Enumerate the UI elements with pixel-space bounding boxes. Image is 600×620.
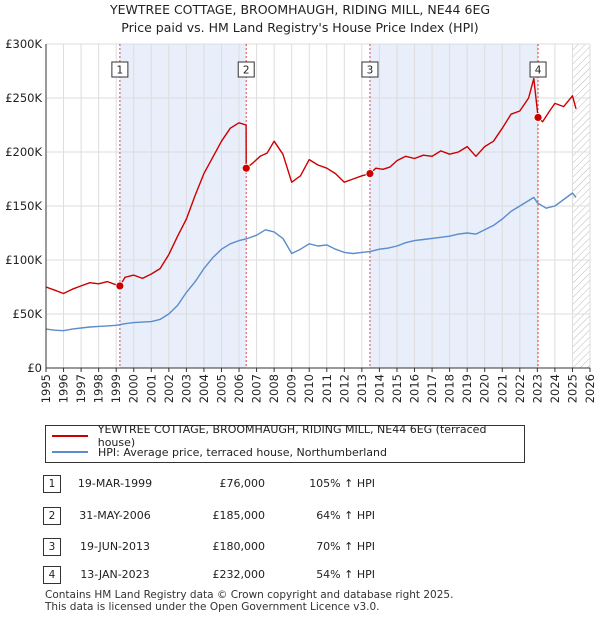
x-tick-label: 1995	[39, 374, 53, 403]
sale-label-text: 3	[367, 65, 374, 77]
sale-label-box	[237, 61, 255, 78]
legend-swatch-property	[52, 435, 88, 437]
x-tick-label: 2011	[320, 374, 334, 403]
transaction-date: 31-MAY-2006	[79, 509, 151, 522]
x-tick-label: 1997	[74, 374, 88, 403]
transaction-date: 19-JUN-2013	[79, 540, 151, 553]
sale-point	[241, 163, 251, 173]
legend-item-property: YEWTREE COTTAGE, BROOMHAUGH, RIDING MILL…	[52, 423, 524, 449]
transaction-date: 13-JAN-2023	[80, 568, 150, 581]
x-tick-label: 2024	[548, 374, 562, 403]
y-tick-label: £0	[27, 361, 42, 375]
transaction-hpi: 54% ↑ HPI	[316, 568, 375, 581]
footer-copyright: Contains HM Land Registry data © Crown c…	[45, 589, 454, 601]
x-tick-label: 2013	[355, 374, 369, 403]
transaction-number: 1	[43, 475, 61, 493]
transaction-date: 19-MAR-1999	[77, 477, 153, 490]
sale-point	[533, 113, 543, 122]
transaction-number: 3	[43, 538, 61, 556]
y-tick-label: £250K	[5, 91, 42, 105]
y-tick-label: £100K	[5, 253, 42, 267]
x-tick-label: 1998	[92, 374, 106, 403]
sale-label-box	[529, 61, 547, 78]
sale-point	[115, 281, 125, 291]
transaction-price: £180,000	[212, 540, 266, 553]
transaction-hpi: 105% ↑ HPI	[309, 477, 375, 490]
y-tick-label: £150K	[5, 199, 42, 213]
table-row: 1 19-MAR-1999 £76,000 105% ↑ HPI	[0, 475, 600, 495]
y-tick-label: £50K	[13, 307, 43, 321]
x-tick-label: 2026	[583, 374, 597, 403]
transaction-number: 4	[43, 566, 61, 584]
x-tick-label: 2004	[197, 374, 211, 403]
sale-point	[365, 169, 375, 179]
x-tick-label: 2010	[302, 374, 316, 403]
legend-swatch-hpi	[52, 451, 88, 453]
y-tick-label: £200K	[5, 145, 42, 159]
footer-licence: This data is licensed under the Open Gov…	[45, 601, 380, 613]
legend: YEWTREE COTTAGE, BROOMHAUGH, RIDING MILL…	[45, 423, 525, 463]
x-tick-label: 1999	[109, 374, 123, 403]
x-tick-label: 2002	[162, 374, 176, 403]
transaction-price: £232,000	[212, 568, 266, 581]
x-tick-label: 2023	[530, 374, 544, 403]
sale-label-text: 4	[535, 65, 542, 77]
x-tick-label: 2009	[285, 374, 299, 403]
price-chart: 1 2 3 4 £0 £50K £100K £150K £200K £250K £300K 1995…	[5, 37, 597, 403]
x-tick-label: 2007	[250, 374, 264, 403]
x-tick-label: 2021	[495, 374, 509, 403]
y-tick-label: £300K	[5, 37, 42, 51]
legend-label-property: YEWTREE COTTAGE, BROOMHAUGH, RIDING MILL…	[97, 423, 487, 449]
table-row: 4 13-JAN-2023 £232,000 54% ↑ HPI	[0, 566, 600, 586]
x-tick-label: 2001	[144, 374, 158, 403]
x-tick-label: 2019	[460, 374, 474, 403]
sale-label-box	[111, 61, 129, 78]
transaction-number: 2	[43, 507, 61, 525]
sale-label-text: 2	[243, 65, 250, 77]
transaction-hpi: 70% ↑ HPI	[316, 540, 375, 553]
sale-label-box	[361, 61, 379, 78]
chart-title: YEWTREE COTTAGE, BROOMHAUGH, RIDING MILL…	[109, 2, 491, 17]
x-tick-label: 2020	[478, 374, 492, 403]
x-tick-label: 2015	[390, 374, 404, 403]
x-tick-label: 2012	[337, 374, 351, 403]
x-tick-label: 2017	[425, 374, 439, 403]
transaction-price: £185,000	[212, 509, 266, 522]
x-tick-label: 2003	[179, 374, 193, 403]
x-tick-label: 2006	[232, 374, 246, 403]
table-row: 3 19-JUN-2013 £180,000 70% ↑ HPI	[0, 538, 600, 558]
transaction-hpi: 64% ↑ HPI	[316, 509, 375, 522]
x-tick-label: 2025	[565, 374, 579, 403]
property-price-line	[45, 77, 577, 295]
legend-item-hpi: HPI: Average price, terraced house, Nort…	[52, 444, 387, 460]
x-tick-label: 2005	[214, 374, 228, 403]
transaction-price: £76,000	[219, 477, 266, 490]
x-tick-label: 1996	[57, 374, 71, 403]
x-tick-label: 2016	[408, 374, 422, 403]
legend-label-hpi: HPI: Average price, terraced house, Nort…	[98, 445, 387, 459]
table-row: 2 31-MAY-2006 £185,000 64% ↑ HPI	[0, 507, 600, 527]
x-tick-label: 2018	[443, 374, 457, 403]
x-tick-label: 2008	[267, 374, 281, 403]
footer: Contains HM Land Registry data © Crown c…	[45, 589, 453, 613]
x-tick-label: 2014	[372, 374, 386, 403]
x-tick-label: 2022	[513, 374, 527, 403]
sale-label-text: 1	[117, 65, 124, 77]
x-tick-label: 2000	[127, 374, 141, 403]
hpi-line	[45, 192, 577, 332]
chart-subtitle: Price paid vs. HM Land Registry's House …	[121, 20, 479, 35]
